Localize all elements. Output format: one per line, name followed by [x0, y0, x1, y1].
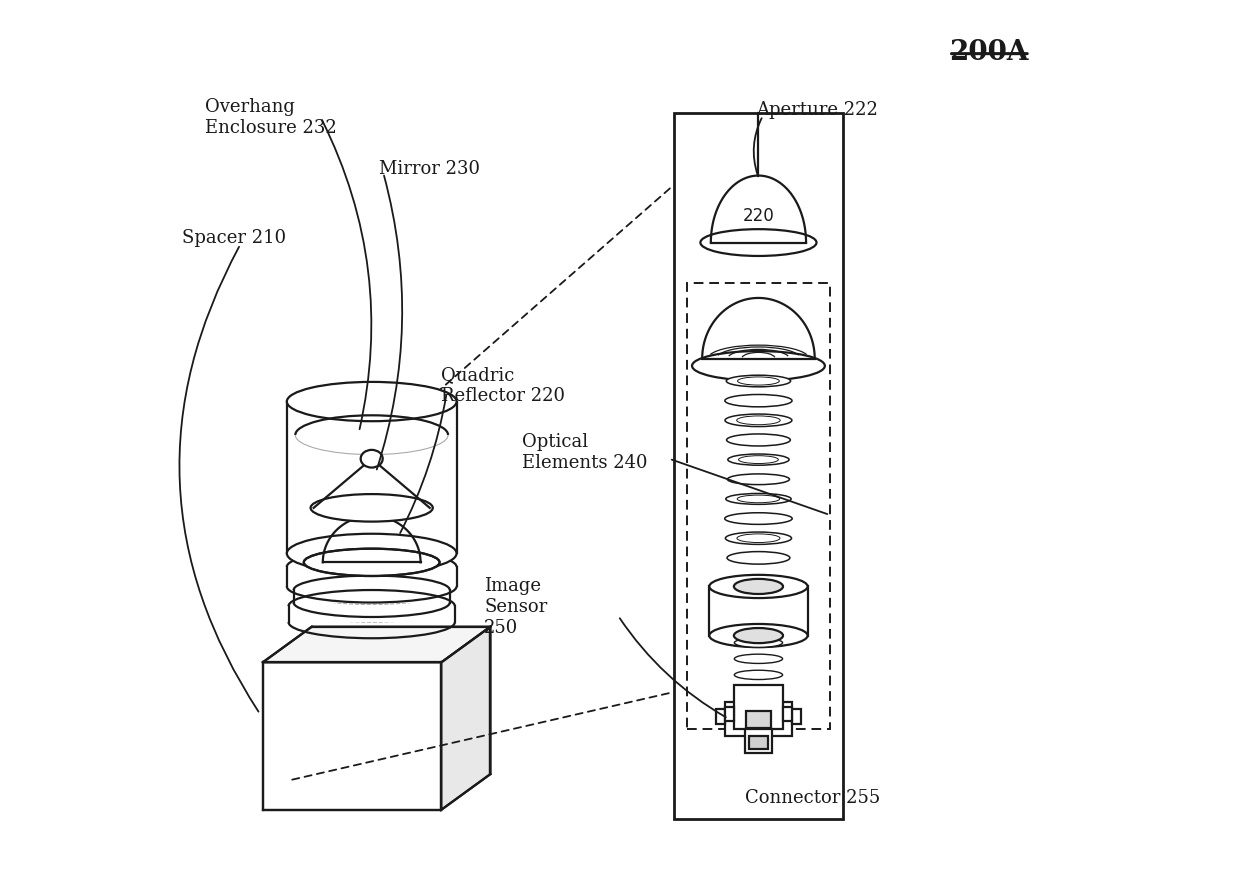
Ellipse shape — [725, 494, 791, 504]
Polygon shape — [286, 567, 456, 587]
Ellipse shape — [725, 394, 792, 407]
Ellipse shape — [734, 670, 782, 679]
Ellipse shape — [709, 575, 807, 598]
Text: Aperture 222: Aperture 222 — [755, 101, 878, 119]
Bar — [749, 736, 768, 749]
Ellipse shape — [709, 624, 807, 647]
Text: 220: 220 — [743, 207, 774, 225]
Ellipse shape — [728, 474, 790, 485]
Text: Mirror 230: Mirror 230 — [379, 160, 480, 178]
Ellipse shape — [286, 534, 456, 573]
Ellipse shape — [728, 454, 789, 465]
Ellipse shape — [734, 638, 782, 648]
Bar — [673, 113, 843, 819]
Polygon shape — [286, 401, 456, 554]
Bar — [782, 707, 792, 721]
Bar — [734, 685, 782, 729]
Ellipse shape — [734, 654, 782, 663]
Bar — [725, 707, 734, 721]
Ellipse shape — [701, 229, 816, 256]
Ellipse shape — [727, 375, 791, 387]
Bar — [746, 711, 771, 728]
Bar — [745, 729, 773, 754]
Text: Connector 255: Connector 255 — [745, 789, 880, 807]
Ellipse shape — [727, 434, 790, 446]
Polygon shape — [289, 606, 455, 622]
Bar — [715, 710, 725, 724]
Ellipse shape — [304, 548, 439, 576]
Ellipse shape — [286, 382, 456, 421]
Polygon shape — [263, 626, 491, 662]
Text: Quadric
Reflector 220: Quadric Reflector 220 — [441, 366, 565, 405]
Ellipse shape — [361, 450, 383, 468]
Bar — [725, 702, 792, 736]
Bar — [792, 710, 801, 724]
Polygon shape — [441, 626, 491, 810]
Ellipse shape — [724, 513, 792, 524]
Text: Optical
Elements 240: Optical Elements 240 — [522, 433, 647, 472]
Bar — [687, 283, 830, 729]
Ellipse shape — [692, 351, 825, 381]
Text: 200A: 200A — [950, 39, 1029, 66]
Text: Spacer 210: Spacer 210 — [182, 229, 286, 247]
Ellipse shape — [725, 414, 792, 426]
Ellipse shape — [734, 628, 782, 643]
Text: Image
Sensor
250: Image Sensor 250 — [485, 577, 548, 637]
Ellipse shape — [310, 494, 433, 521]
Polygon shape — [709, 587, 807, 635]
Ellipse shape — [734, 579, 782, 594]
Polygon shape — [263, 662, 441, 810]
Polygon shape — [294, 590, 450, 602]
Ellipse shape — [727, 552, 790, 564]
Text: Overhang
Enclosure 232: Overhang Enclosure 232 — [205, 98, 336, 137]
Ellipse shape — [725, 532, 791, 545]
